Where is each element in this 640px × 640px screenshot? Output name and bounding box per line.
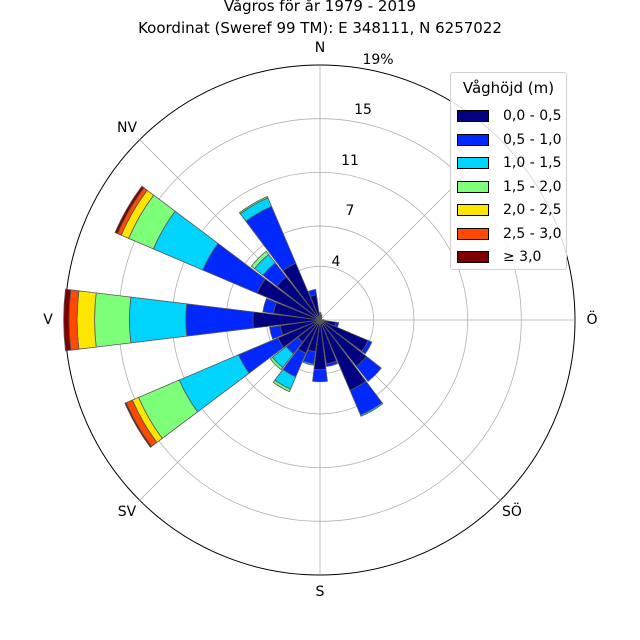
direction-label: NV <box>117 120 137 136</box>
legend-swatch <box>457 133 489 146</box>
rose-bar-segment <box>250 250 270 270</box>
radial-tick-label: 7 <box>346 203 355 219</box>
legend-title: Våghöjd (m) <box>462 79 555 97</box>
rose-bar-segment <box>129 296 188 344</box>
legend-label: ≥ 3,0 <box>503 249 542 265</box>
legend-label: 0,0 - 0,5 <box>503 108 562 124</box>
legend-label: 2,5 - 3,0 <box>503 225 562 242</box>
legend-label: 2,0 - 2,5 <box>503 202 562 218</box>
rose-bar-segment <box>272 379 292 393</box>
legend-swatch <box>457 157 489 169</box>
rose-bar-segment <box>76 290 97 350</box>
rose-bar-segment <box>320 316 323 319</box>
legend-item: 1,0 - 1,5 <box>457 154 561 172</box>
legend-swatch <box>457 204 489 216</box>
rose-bar-segment <box>262 297 277 314</box>
rose-bar-segment <box>94 292 132 348</box>
legend: Våghöjd (m) 0,0 - 0,5 0,5 - 1,0 1,0 - 1,5 1… <box>450 72 567 270</box>
rose-bars <box>63 185 384 448</box>
rose-bar-segment <box>302 360 315 366</box>
rose-bar-segment <box>185 303 254 337</box>
radial-tick-label: 15 <box>354 102 372 118</box>
direction-label: Ö <box>586 310 597 328</box>
rose-bar-segment <box>312 368 328 383</box>
radial-tick-label: 11 <box>341 153 359 169</box>
legend-label: 0,5 - 1,0 <box>503 131 562 148</box>
chart-title-line2: Koordinat (Sweref 99 TM): E 348111, N 62… <box>138 19 502 37</box>
rose-bar-segment <box>114 185 145 235</box>
direction-label: SÖ <box>502 502 522 520</box>
rose-bar-segment <box>361 340 373 355</box>
rose-bar-segment <box>68 289 80 351</box>
direction-label: V <box>43 312 53 328</box>
legend-item: 2,5 - 3,0 <box>457 225 561 243</box>
polar-grid <box>64 64 576 576</box>
rose-bar-segment <box>355 355 382 382</box>
legend-item: 2,0 - 2,5 <box>457 201 561 219</box>
chart-title-line1: Vågros för år 1979 - 2019 <box>223 0 417 15</box>
legend-swatch <box>457 110 489 122</box>
rose-bar-segment <box>320 314 323 317</box>
rose-bar-segment <box>238 196 269 215</box>
rose-bar-segment <box>269 356 284 371</box>
legend-swatch <box>457 251 489 263</box>
legend-label: 1,5 - 2,0 <box>503 178 562 195</box>
legend-item: 1,5 - 2,0 <box>457 178 561 196</box>
rose-bar-segment <box>63 288 72 352</box>
legend-swatch <box>457 227 489 240</box>
rose-bar-segment <box>124 402 153 448</box>
legend-swatch <box>457 180 489 193</box>
direction-label: SV <box>118 504 137 520</box>
rose-bar-segment <box>360 402 384 417</box>
rose-bar-segment <box>325 360 339 367</box>
legend-item: ≥ 3,0 <box>457 248 541 266</box>
direction-label: S <box>316 584 325 600</box>
legend-label: 1,0 - 1,5 <box>503 155 562 171</box>
rose-bar-segment <box>269 325 284 340</box>
direction-label: N <box>315 40 325 56</box>
legend-item: 0,5 - 1,0 <box>457 131 561 149</box>
legend-item: 0,0 - 0,5 <box>457 107 561 125</box>
rose-bar-segment <box>307 288 317 297</box>
radial-tick-label: 4 <box>332 254 341 270</box>
radial-tick-label: 19% <box>362 52 393 68</box>
